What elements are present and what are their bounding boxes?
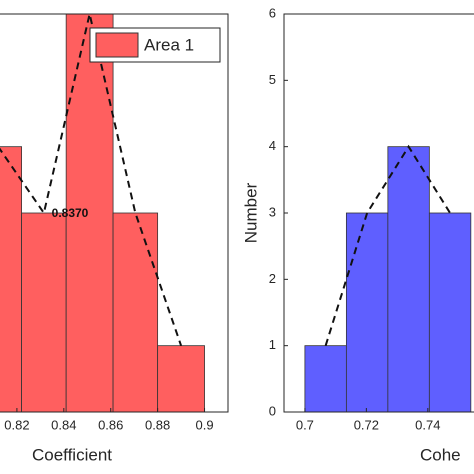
x-tick-label: 0.88 (145, 417, 170, 432)
x-tick-label: 0.82 (4, 417, 29, 432)
y-tick-label: 3 (269, 204, 276, 219)
bar (345, 212, 389, 413)
y-tick-label: 5 (269, 72, 276, 87)
y-axis-label: Number (241, 182, 260, 243)
x-axis-label: Coefficient (32, 445, 112, 464)
y-tick-label: 4 (269, 138, 276, 153)
y-tick-label: 1 (269, 337, 276, 352)
bar (387, 146, 430, 413)
x-tick-label: 0.74 (415, 417, 440, 432)
density-curve (324, 144, 451, 346)
bar (0, 146, 23, 413)
bar (21, 212, 67, 413)
x-tick-label: 0.9 (196, 417, 214, 432)
legend-swatch (95, 32, 139, 58)
y-tick-label: 6 (269, 5, 276, 20)
x-tick-label: 0.72 (354, 417, 379, 432)
annotation: 0.8370 (52, 206, 89, 220)
plot: 0.7 0.72 0.74 0 1 2 3 4 5 6 Cohe Number (241, 5, 474, 464)
x-tick-label: 0.7 (296, 417, 314, 432)
density-curve (0, 13, 183, 346)
x-tick-label: 0.86 (98, 417, 123, 432)
y-tick-label: 0 (269, 403, 276, 418)
plot: 0.82 0.84 0.86 0.88 0.9 Coefficient 0.8370 Area… (0, 13, 229, 464)
bar (112, 212, 159, 413)
bar (157, 345, 205, 413)
bar (428, 212, 472, 413)
x-axis-label: Cohe (420, 445, 461, 464)
x-tick-label: 0.84 (51, 417, 76, 432)
legend-label: Area 1 (144, 35, 194, 54)
y-tick-label: 2 (269, 271, 276, 286)
bar (304, 345, 347, 413)
axes-box (0, 13, 229, 413)
